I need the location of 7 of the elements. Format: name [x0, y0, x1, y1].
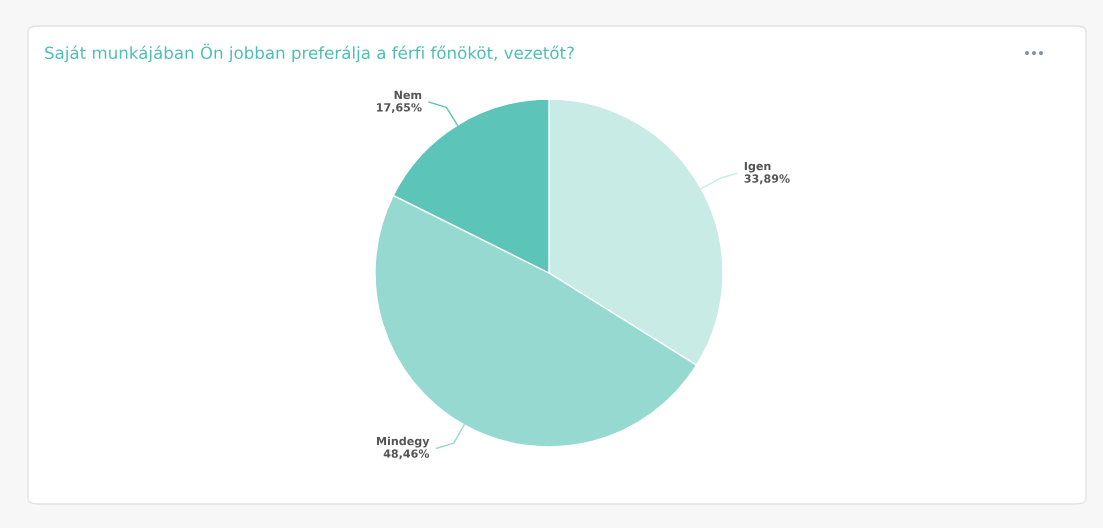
data-label: 33,89% — [744, 174, 790, 185]
slice-label: Mindegy — [377, 436, 430, 448]
slice-label: Nem — [394, 90, 422, 100]
slice-label: Igen — [744, 161, 771, 173]
chart-title: Saját munkájában Ön jobban preferálja a férfi főnököt, vezetőt? — [45, 43, 574, 63]
data-label: 17,65% — [377, 103, 422, 113]
data-label: 48,46% — [383, 449, 430, 460]
